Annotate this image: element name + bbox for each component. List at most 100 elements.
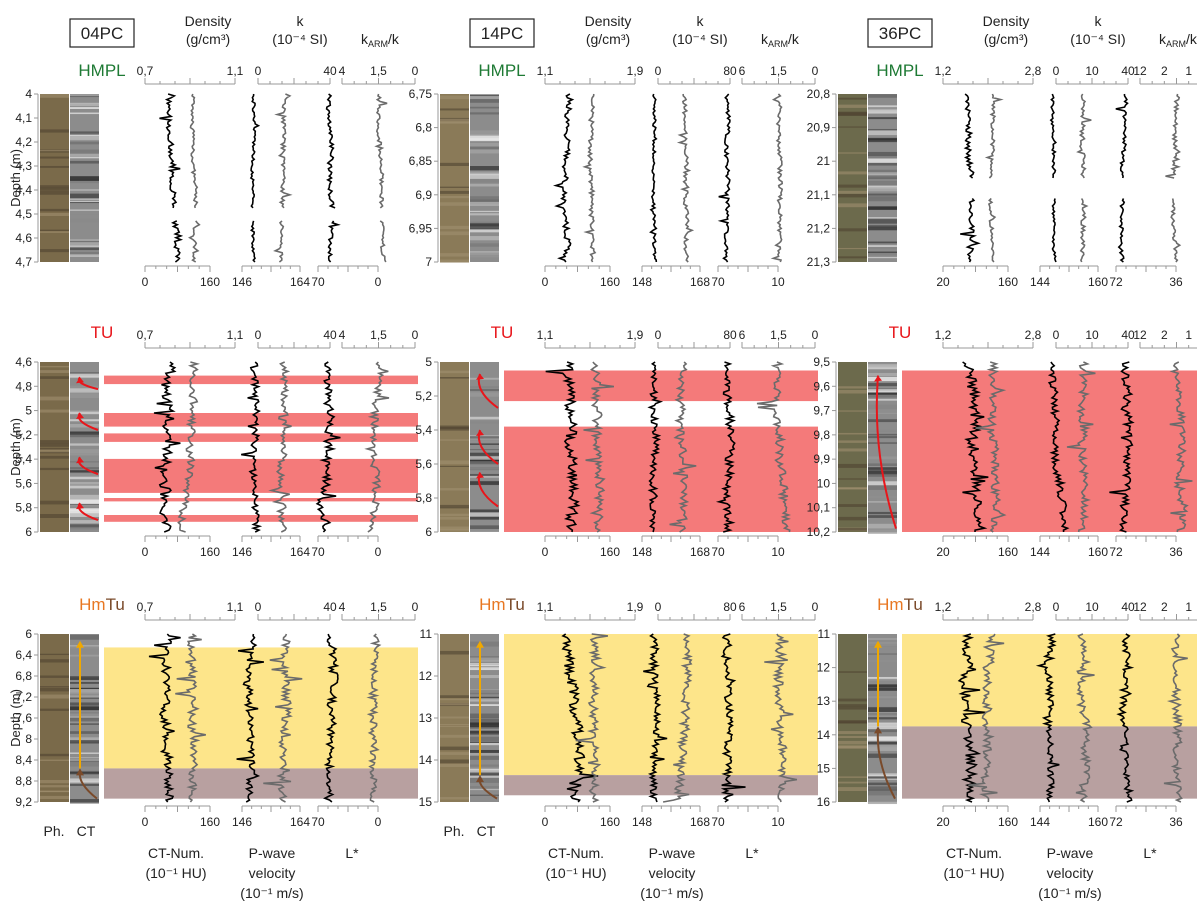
top-tick-label-k: 0 — [1053, 600, 1060, 614]
ct-band — [70, 468, 99, 471]
ct-band — [868, 226, 897, 231]
top-tick-label-k: 0 — [655, 600, 662, 614]
photo-band — [440, 162, 469, 166]
panel-r1-c1: TU 1,1 1,9 0 80 6 1,5 055,25,45,65,860 160 148 168… — [415, 323, 818, 559]
photo-band — [838, 478, 867, 480]
header-line1: k — [297, 13, 305, 29]
ct-band — [70, 385, 99, 388]
top-tick-label-karm: 0 — [812, 600, 819, 614]
bottom-tick-label-ct: 160 — [200, 815, 220, 829]
photo-band — [40, 440, 69, 444]
ct-band — [868, 252, 897, 256]
photo-band — [440, 488, 469, 491]
top-tick-label-density: 1,1 — [537, 64, 554, 78]
ct-band — [868, 523, 897, 529]
ct-band — [470, 252, 499, 258]
photo-band — [838, 203, 867, 208]
ct-band — [70, 160, 99, 164]
photo-band — [440, 526, 469, 530]
ct-band — [868, 412, 897, 415]
bottom-tick-label-pwave: 146 — [232, 815, 252, 829]
header-line1: k — [1095, 13, 1103, 29]
ct-band — [868, 256, 897, 259]
homogenite-band — [104, 647, 418, 769]
photo-band — [440, 377, 469, 379]
ct-band — [470, 794, 499, 796]
panel-r0-c2: HMPL1,22,8010401221020,820,92121,121,221… — [807, 61, 1197, 289]
photo-caption: Ph. — [43, 823, 64, 839]
photo-band — [440, 734, 469, 738]
ct-band — [868, 175, 897, 180]
photo-band — [838, 745, 867, 749]
top-tick-label-karm: 1,5 — [370, 64, 387, 78]
depth-tick-label: 16 — [817, 795, 831, 809]
photo-band — [838, 386, 867, 389]
photo-band — [40, 686, 69, 688]
depth-tick-label: 4,5 — [15, 207, 32, 221]
top-tick-label-density: 1,1 — [227, 64, 244, 78]
base-band — [504, 775, 818, 796]
depth-tick-label: 5,8 — [15, 501, 32, 515]
lstar-trace — [322, 633, 340, 803]
top-tick-label-karm: 12 — [1133, 600, 1147, 614]
photo-band — [40, 370, 69, 373]
photo-band — [838, 781, 867, 784]
lstar-caption: L* — [745, 845, 759, 861]
facies-label: HMPL — [78, 61, 125, 80]
ct-band — [868, 162, 897, 166]
top-tick-label-density: 1,1 — [537, 600, 554, 614]
ct-band — [70, 760, 99, 763]
photo-band — [440, 370, 469, 374]
ct-band — [470, 664, 499, 667]
ct-band — [868, 393, 897, 398]
ct-band — [70, 149, 99, 154]
top-tick-label-k: 40 — [323, 64, 337, 78]
photo-band — [40, 447, 69, 450]
bottom-tick-label-lstar: 36 — [1169, 545, 1183, 559]
photo-band — [40, 396, 69, 401]
k-trace — [676, 93, 695, 263]
pwave-trace — [1035, 633, 1060, 803]
top-tick-label-karm: 2 — [1161, 328, 1168, 342]
ct-band — [470, 436, 499, 441]
karm-trace — [764, 633, 798, 803]
photo-band — [838, 432, 867, 435]
photo-band — [40, 365, 69, 368]
bottom-tick-label-pwave: 146 — [232, 545, 252, 559]
density-trace — [188, 93, 201, 263]
pwave-caption-2: velocity — [649, 865, 696, 881]
core-name-box — [867, 18, 933, 48]
lstar-trace — [1115, 93, 1129, 263]
ct-band — [868, 107, 897, 110]
ct-band — [70, 520, 99, 524]
panel-r2-c0: HmTu 0,7 1,1 0 40 4 1,5 0 6 6,4 6,8 7,2 7,6 8 8,4 8,8 9,… — [8, 595, 419, 829]
photo-band — [40, 467, 69, 471]
photo-band — [40, 376, 69, 379]
lstar-trace — [1109, 361, 1135, 533]
top-tick-label-karm: 2 — [1161, 64, 1168, 78]
bottom-tick-label-lstar: 70 — [311, 545, 325, 559]
top-tick-label-karm: 1 — [1185, 64, 1192, 78]
ct-band — [70, 759, 99, 761]
photo-band — [40, 675, 69, 678]
photo-band — [838, 256, 867, 259]
depth-tick-label: 5,6 — [415, 457, 432, 471]
header-line1: Density — [983, 13, 1030, 29]
arrow-head — [76, 768, 84, 776]
ct-number-trace — [153, 361, 181, 533]
ct-band — [70, 449, 99, 454]
pwave-caption-2: velocity — [1047, 865, 1094, 881]
top-tick-label-k: 10 — [1085, 328, 1099, 342]
ct-band — [470, 509, 499, 513]
k-trace — [1066, 361, 1096, 533]
ct-band — [70, 503, 99, 506]
ct-num-caption: CT-Num. — [148, 845, 204, 861]
photo-band — [40, 165, 69, 168]
density-trace — [575, 633, 609, 803]
bottom-tick-label-ct: 160 — [998, 275, 1018, 289]
bottom-tick-label-ct: 160 — [998, 545, 1018, 559]
photo-band — [838, 190, 867, 194]
ct-band — [868, 251, 897, 254]
depth-tick-label: 15 — [419, 795, 433, 809]
ct-num-caption: CT-Num. — [548, 845, 604, 861]
